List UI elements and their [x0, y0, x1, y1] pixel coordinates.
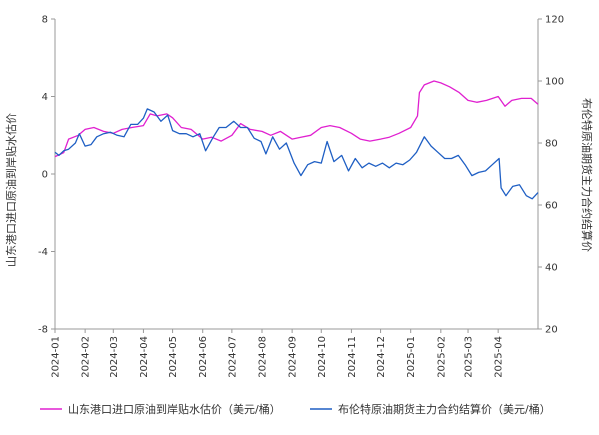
legend: 山东港口进口原油到岸贴水估价（美元/桶） 布伦特原油期货主力合约结算价（美元/桶…: [40, 402, 551, 416]
right-tick-label: 120: [545, 15, 564, 26]
legend-item-series-1: 山东港口进口原油到岸贴水估价（美元/桶）: [40, 402, 281, 416]
x-tick-label: 2024-06: [198, 336, 209, 378]
x-tick-label: 2024-04: [139, 336, 150, 378]
x-tick-label: 2024-01: [51, 336, 62, 378]
series-line-1: [54, 80, 539, 158]
x-tick-label: 2025-03: [464, 336, 475, 378]
left-axis-title: 山东港口进口原油到岸贴水估价: [4, 113, 18, 267]
x-tick-label: 2025-04: [494, 336, 505, 378]
x-tick-label: 2024-10: [317, 336, 328, 378]
legend-item-series-2: 布伦特原油期货主力合约结算价（美元/桶）: [310, 402, 551, 416]
right-y-axis-ticks: 20 40 60 80 100 120: [538, 15, 564, 336]
x-tick-label: 2024-12: [376, 336, 387, 378]
legend-label-series-2: 布伦特原油期货主力合约结算价（美元/桶）: [338, 402, 551, 416]
x-tick-label: 2024-09: [288, 336, 299, 378]
left-y-axis-ticks: -8 -4 0 4 8: [38, 15, 55, 336]
x-tick-label: 2024-05: [168, 336, 179, 378]
right-tick-label: 80: [545, 139, 558, 150]
left-tick-label: -8: [38, 325, 48, 336]
left-tick-label: 0: [42, 170, 48, 181]
right-tick-label: 100: [545, 77, 564, 88]
left-tick-label: 4: [42, 92, 48, 103]
right-tick-label: 60: [545, 201, 558, 212]
x-tick-label: 2024-11: [347, 336, 358, 378]
left-tick-label: -4: [38, 247, 48, 258]
series-layer: [54, 80, 539, 200]
right-tick-label: 20: [545, 325, 558, 336]
left-tick-label: 8: [42, 15, 48, 26]
right-axis-title: 布伦特原油期货主力合约结算价: [580, 98, 594, 252]
legend-label-series-1: 山东港口进口原油到岸贴水估价（美元/桶）: [68, 402, 281, 416]
series-line-2: [54, 108, 539, 200]
x-tick-label: 2025-02: [436, 336, 447, 378]
x-axis-ticks: 2024-01 2024-02 2024-03 2024-04 2024-05 2024-…: [51, 329, 505, 378]
x-tick-label: 2024-02: [81, 336, 92, 378]
x-tick-label: 2025-01: [406, 336, 417, 378]
x-tick-label: 2024-08: [258, 336, 269, 378]
right-tick-label: 40: [545, 263, 558, 274]
x-tick-label: 2024-07: [227, 336, 238, 378]
x-tick-label: 2024-03: [109, 336, 120, 378]
